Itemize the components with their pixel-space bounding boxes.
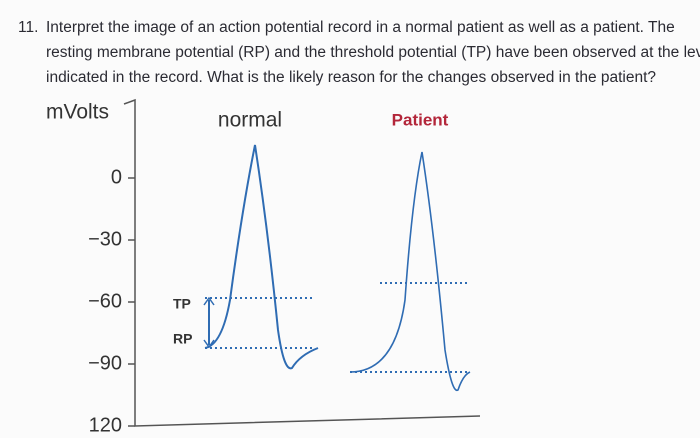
y-tick-label: 0 (111, 166, 122, 188)
normal-label: normal (218, 109, 282, 132)
question-line: Interpret the image of an action potenti… (46, 19, 675, 36)
y-tick-label: −90 (88, 352, 122, 374)
traces (203, 144, 471, 392)
y-tick-label: 120 (89, 414, 122, 436)
patient-label: Patient (392, 110, 449, 129)
question-line: resting membrane potential (RP) and the … (46, 44, 700, 61)
patient-trace (349, 151, 471, 392)
y-tick-label: −60 (88, 290, 122, 312)
y-tick-label: −30 (88, 228, 122, 250)
normal-trace (204, 144, 319, 370)
question-line: indicated in the record. What is the lik… (46, 69, 656, 86)
question-number: 11. (18, 19, 38, 36)
tick-group: 0 −30 −60 −90 120 (88, 166, 135, 436)
rp-label: RP (173, 331, 192, 347)
axes (123, 98, 481, 427)
y-axis-label: mVolts (46, 101, 109, 124)
tp-label: TP (173, 296, 191, 312)
